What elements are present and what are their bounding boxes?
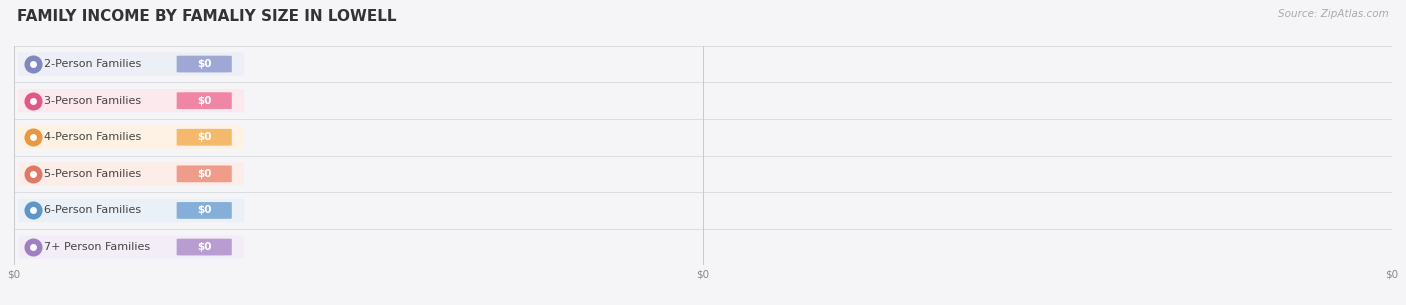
FancyBboxPatch shape bbox=[18, 162, 245, 185]
FancyBboxPatch shape bbox=[18, 52, 245, 76]
Text: $0: $0 bbox=[197, 169, 211, 179]
Text: 6-Person Families: 6-Person Families bbox=[45, 206, 142, 215]
Text: FAMILY INCOME BY FAMALIY SIZE IN LOWELL: FAMILY INCOME BY FAMALIY SIZE IN LOWELL bbox=[17, 9, 396, 24]
Text: 5-Person Families: 5-Person Families bbox=[45, 169, 142, 179]
FancyBboxPatch shape bbox=[177, 239, 232, 256]
Text: 4-Person Families: 4-Person Families bbox=[45, 132, 142, 142]
FancyBboxPatch shape bbox=[18, 89, 245, 112]
Text: 3-Person Families: 3-Person Families bbox=[45, 96, 142, 106]
FancyBboxPatch shape bbox=[18, 89, 245, 112]
FancyBboxPatch shape bbox=[177, 202, 232, 219]
FancyBboxPatch shape bbox=[18, 162, 245, 185]
Text: $0: $0 bbox=[197, 132, 211, 142]
FancyBboxPatch shape bbox=[177, 56, 232, 73]
FancyBboxPatch shape bbox=[18, 235, 245, 259]
Text: $0: $0 bbox=[197, 242, 211, 252]
FancyBboxPatch shape bbox=[177, 92, 232, 109]
Text: $0: $0 bbox=[197, 96, 211, 106]
FancyBboxPatch shape bbox=[18, 52, 245, 76]
FancyBboxPatch shape bbox=[18, 235, 245, 259]
FancyBboxPatch shape bbox=[177, 129, 232, 146]
FancyBboxPatch shape bbox=[18, 126, 245, 149]
Text: $0: $0 bbox=[197, 206, 211, 215]
FancyBboxPatch shape bbox=[177, 165, 232, 182]
Text: Source: ZipAtlas.com: Source: ZipAtlas.com bbox=[1278, 9, 1389, 19]
FancyBboxPatch shape bbox=[18, 126, 245, 149]
Text: $0: $0 bbox=[197, 59, 211, 69]
FancyBboxPatch shape bbox=[18, 199, 245, 222]
Text: 7+ Person Families: 7+ Person Families bbox=[45, 242, 150, 252]
Text: 2-Person Families: 2-Person Families bbox=[45, 59, 142, 69]
FancyBboxPatch shape bbox=[18, 199, 245, 222]
